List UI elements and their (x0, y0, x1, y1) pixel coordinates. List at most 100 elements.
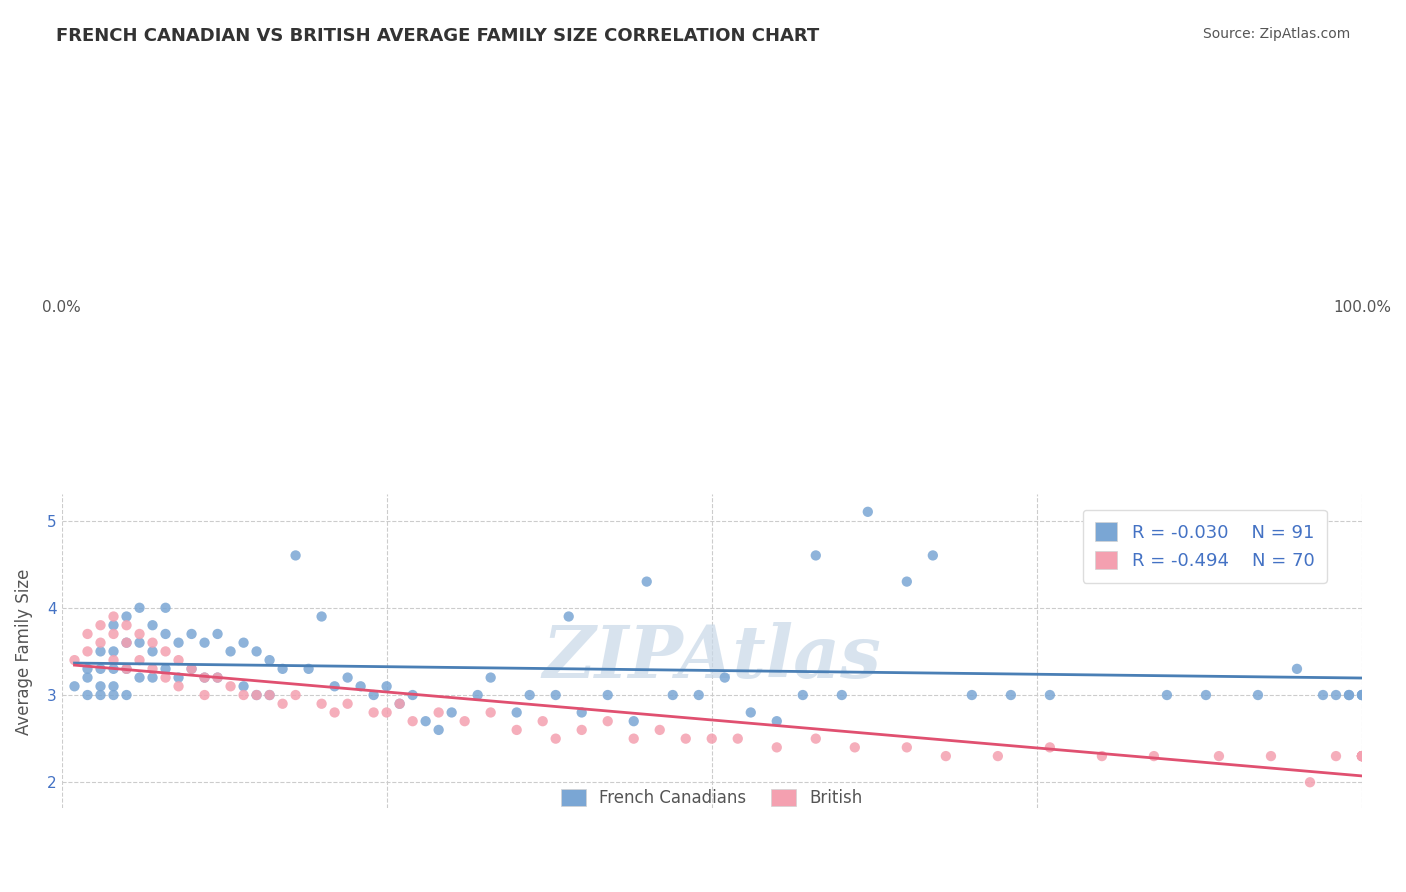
Point (115, 688, 138, 702)
Point (128, 635, 150, 649)
Point (271, 662, 294, 676)
Point (1195, 688, 1218, 702)
Point (401, 714, 423, 729)
Point (544, 731, 567, 746)
Point (259, 688, 281, 702)
Point (232, 635, 254, 649)
Point (89, 662, 111, 676)
Point (232, 679, 254, 693)
Point (1324, 688, 1347, 702)
Point (571, 706, 593, 720)
Point (453, 714, 475, 729)
Point (557, 609, 579, 624)
Point (141, 644, 163, 658)
Point (1039, 688, 1062, 702)
Point (128, 600, 150, 615)
Point (167, 653, 190, 667)
Point (388, 697, 411, 711)
Point (336, 697, 359, 711)
Point (1337, 688, 1360, 702)
Point (76, 688, 98, 702)
Point (388, 697, 411, 711)
Point (89, 679, 111, 693)
Point (167, 679, 190, 693)
Point (844, 740, 866, 755)
Point (336, 671, 359, 685)
Point (427, 723, 450, 737)
Point (661, 688, 683, 702)
Point (89, 618, 111, 632)
Point (1351, 749, 1374, 764)
Point (1351, 749, 1374, 764)
Point (623, 731, 645, 746)
Point (987, 749, 1010, 764)
Point (636, 574, 658, 589)
Point (1208, 749, 1230, 764)
Point (115, 618, 138, 632)
Point (103, 653, 125, 667)
Point (479, 671, 502, 685)
Point (1091, 557, 1114, 571)
Point (76, 627, 98, 641)
Point (103, 679, 125, 693)
Text: 100.0%: 100.0% (1333, 300, 1391, 315)
Point (479, 706, 502, 720)
Point (180, 662, 202, 676)
Point (401, 688, 423, 702)
Point (1039, 740, 1062, 755)
Point (1351, 749, 1374, 764)
Point (115, 635, 138, 649)
Point (193, 688, 215, 702)
Point (960, 688, 983, 702)
Point (765, 740, 787, 755)
Point (311, 609, 333, 624)
Point (232, 688, 254, 702)
Point (103, 618, 125, 632)
Point (193, 635, 215, 649)
Point (349, 679, 371, 693)
Point (1351, 688, 1374, 702)
Point (219, 679, 242, 693)
Point (89, 688, 111, 702)
Point (103, 688, 125, 702)
Point (1351, 749, 1374, 764)
Point (596, 688, 619, 702)
Point (935, 749, 957, 764)
Point (207, 671, 229, 685)
Point (63, 679, 86, 693)
Point (1091, 749, 1114, 764)
Point (675, 731, 697, 746)
Point (1312, 688, 1334, 702)
Point (284, 549, 307, 563)
Point (103, 627, 125, 641)
Point (128, 671, 150, 685)
Point (1351, 688, 1374, 702)
Point (375, 706, 398, 720)
Text: Source: ZipAtlas.com: Source: ZipAtlas.com (1202, 27, 1350, 41)
Point (1247, 688, 1270, 702)
Point (141, 618, 163, 632)
Text: ZIPAtlas: ZIPAtlas (543, 623, 882, 693)
Point (297, 662, 319, 676)
Point (245, 688, 267, 702)
Point (623, 714, 645, 729)
Point (727, 731, 749, 746)
Point (1260, 749, 1282, 764)
Point (505, 723, 527, 737)
Point (180, 662, 202, 676)
Point (440, 706, 463, 720)
Point (155, 600, 177, 615)
Point (1337, 688, 1360, 702)
Point (219, 644, 242, 658)
Text: FRENCH CANADIAN VS BRITISH AVERAGE FAMILY SIZE CORRELATION CHART: FRENCH CANADIAN VS BRITISH AVERAGE FAMIL… (56, 27, 820, 45)
Point (259, 653, 281, 667)
Point (713, 671, 735, 685)
Point (115, 635, 138, 649)
Point (856, 505, 879, 519)
Point (103, 644, 125, 658)
Point (792, 688, 814, 702)
Point (1324, 749, 1347, 764)
Y-axis label: Average Family Size: Average Family Size (15, 568, 32, 735)
Point (245, 688, 267, 702)
Point (180, 627, 202, 641)
